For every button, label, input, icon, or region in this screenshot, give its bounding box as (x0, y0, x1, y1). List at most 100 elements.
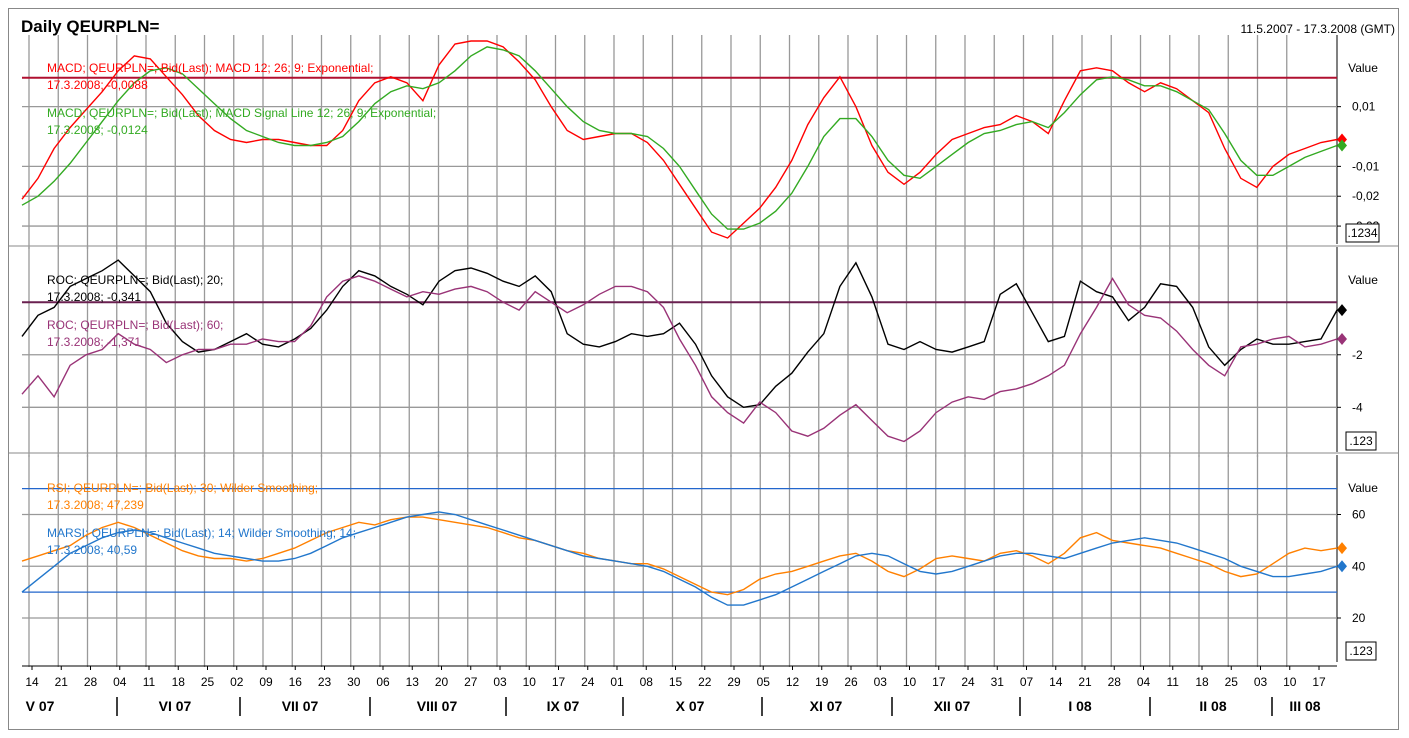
x-tick-label: 17 (932, 675, 946, 689)
x-month-label: III 08 (1289, 698, 1320, 714)
series-line-1-0 (21, 259, 1338, 409)
last-value-marker (1337, 542, 1347, 555)
x-tick-label: 21 (1078, 675, 1092, 689)
x-tick-label: 19 (815, 675, 829, 689)
precision-button-label: .123 (1349, 434, 1373, 448)
x-tick-label: 10 (523, 675, 537, 689)
legend-value: 17.3.2008; -0,0088 (47, 78, 148, 92)
y-tick-label: 0,01 (1352, 100, 1376, 114)
x-tick-label: 10 (1283, 675, 1297, 689)
precision-button[interactable] (1345, 431, 1377, 451)
last-value-marker (1337, 332, 1347, 345)
x-tick-label: 14 (1049, 675, 1063, 689)
x-tick-label: 15 (669, 675, 683, 689)
x-tick-label: 28 (84, 675, 98, 689)
x-tick-label: 09 (259, 675, 273, 689)
x-tick-label: 03 (493, 675, 507, 689)
legend-value: 17.3.2008; 47,239 (47, 498, 144, 512)
x-tick-label: 04 (1137, 675, 1151, 689)
series-line-0-1 (21, 46, 1338, 230)
series-line-0-0 (21, 40, 1338, 239)
legend-value: 17.3.2008; -0,341 (47, 290, 141, 304)
y-tick-label: 60 (1352, 508, 1366, 522)
legend-label: RSI; QEURPLN=; Bid(Last); 30; Wilder Smo… (47, 481, 318, 495)
x-month-label: I 08 (1068, 698, 1092, 714)
x-tick-label: 08 (640, 675, 654, 689)
x-tick-label: 10 (903, 675, 917, 689)
x-tick-label: 20 (435, 675, 449, 689)
x-tick-label: 29 (727, 675, 741, 689)
x-tick-label: 03 (1254, 675, 1268, 689)
x-tick-label: 18 (172, 675, 186, 689)
x-month-label: V 07 (26, 698, 55, 714)
x-tick-label: 06 (376, 675, 390, 689)
axis-title: Value (1348, 61, 1378, 75)
x-tick-label: 25 (201, 675, 215, 689)
precision-button-label: .123 (1349, 644, 1373, 658)
x-tick-label: 05 (757, 675, 771, 689)
legend-label: MACD; QEURPLN=; Bid(Last); MACD 12; 26; … (47, 61, 373, 75)
x-tick-label: 28 (1108, 675, 1122, 689)
x-tick-label: 24 (581, 675, 595, 689)
x-month-label: II 08 (1199, 698, 1226, 714)
legend-label: ROC; QEURPLN=; Bid(Last); 20; (47, 273, 223, 287)
series-line-2-0 (21, 516, 1338, 596)
y-tick-label: 40 (1352, 559, 1366, 573)
legend-value: 17.3.2008; -0,0124 (47, 123, 148, 137)
x-tick-label: 26 (844, 675, 858, 689)
x-month-label: XII 07 (934, 698, 971, 714)
precision-button[interactable] (1345, 641, 1377, 661)
last-value-marker (1337, 560, 1347, 573)
y-tick-label: -4 (1352, 400, 1363, 414)
y-tick-label: -0,01 (1352, 159, 1380, 173)
x-tick-label: 17 (552, 675, 566, 689)
x-tick-label: 01 (610, 675, 624, 689)
chart-frame: Daily QEURPLN= 11.5.2007 - 17.3.2008 (GM… (8, 8, 1399, 730)
x-tick-label: 16 (289, 675, 303, 689)
legend-value: 17.3.2008; 40,59 (47, 543, 137, 557)
legend-label: ROC; QEURPLN=; Bid(Last); 60; (47, 318, 223, 332)
x-tick-label: 04 (113, 675, 127, 689)
x-month-label: XI 07 (810, 698, 843, 714)
x-tick-label: 21 (55, 675, 69, 689)
x-month-label: VII 07 (282, 698, 319, 714)
x-month-label: X 07 (676, 698, 705, 714)
x-tick-label: 22 (698, 675, 712, 689)
y-tick-label: -0,02 (1352, 189, 1380, 203)
axis-title: Value (1348, 481, 1378, 495)
precision-button-label: .1234 (1347, 226, 1377, 240)
x-month-label: IX 07 (547, 698, 580, 714)
x-tick-label: 14 (25, 675, 39, 689)
x-tick-label: 03 (874, 675, 888, 689)
y-tick-label: -2 (1352, 348, 1363, 362)
x-tick-label: 02 (230, 675, 244, 689)
y-tick-label: 20 (1352, 611, 1366, 625)
x-tick-label: 12 (786, 675, 800, 689)
x-tick-label: 31 (991, 675, 1005, 689)
x-tick-label: 11 (1167, 675, 1180, 689)
x-tick-label: 25 (1225, 675, 1239, 689)
x-tick-label: 24 (961, 675, 975, 689)
axis-title: Value (1348, 273, 1378, 287)
legend-label: MARSI; QEURPLN=; Bid(Last); 14; Wilder S… (47, 526, 356, 540)
legend-value: 17.3.2008; -1,371 (47, 335, 141, 349)
x-tick-label: 23 (318, 675, 332, 689)
x-tick-label: 17 (1312, 675, 1326, 689)
series-line-1-1 (21, 275, 1338, 443)
x-month-label: VI 07 (159, 698, 192, 714)
x-tick-label: 27 (464, 675, 478, 689)
x-month-label: VIII 07 (417, 698, 458, 714)
chart-title: Daily QEURPLN= (21, 17, 160, 36)
precision-button[interactable] (1345, 223, 1380, 243)
last-value-marker (1337, 304, 1347, 317)
last-value-marker (1337, 139, 1347, 152)
x-tick-label: 13 (406, 675, 420, 689)
x-tick-label: 07 (1020, 675, 1034, 689)
legend-label: MACD; QEURPLN=; Bid(Last); MACD Signal L… (47, 106, 436, 120)
series-line-2-1 (21, 511, 1338, 606)
date-range: 11.5.2007 - 17.3.2008 (GMT) (1240, 22, 1395, 36)
x-tick-label: 18 (1195, 675, 1209, 689)
x-tick-label: 11 (143, 675, 156, 689)
x-tick-label: 30 (347, 675, 361, 689)
